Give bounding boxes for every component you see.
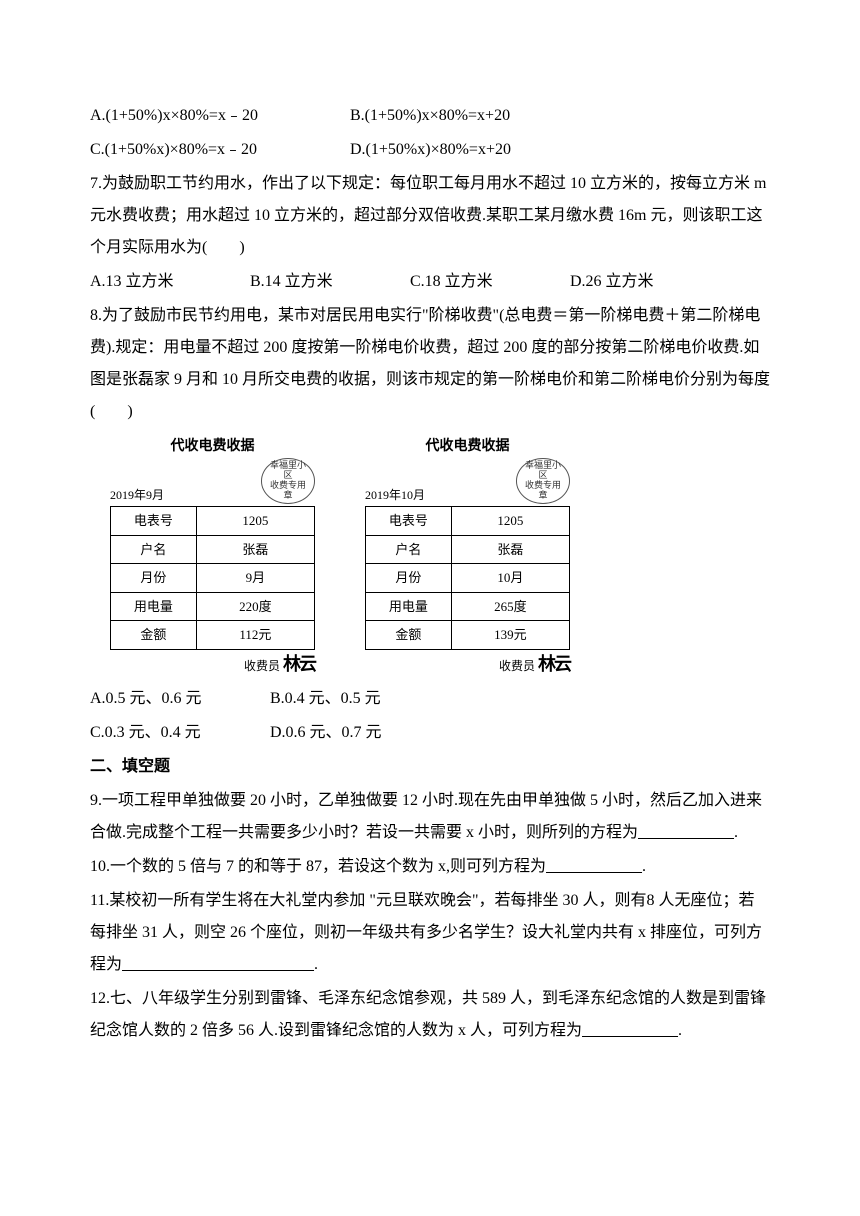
q6-options-row1: A.(1+50%)x×80%=x﹣20 B.(1+50%)x×80%=x+20 bbox=[90, 100, 770, 132]
q6-option-D: D.(1+50%x)×80%=x+20 bbox=[350, 134, 610, 166]
q8-options-row1: A.0.5 元、0.6 元 B.0.4 元、0.5 元 bbox=[90, 683, 770, 715]
signature: 林云 bbox=[283, 654, 315, 674]
signature: 林云 bbox=[538, 654, 570, 674]
q6-options-row2: C.(1+50%x)×80%=x﹣20 D.(1+50%x)×80%=x+20 bbox=[90, 134, 770, 166]
table-row: 用电量265度 bbox=[366, 592, 570, 621]
q12: 12.七、八年级学生分别到雷锋、毛泽东纪念馆参观，共 589 人，到毛泽东纪念馆… bbox=[90, 983, 770, 1047]
q7-option-D: D.26 立方米 bbox=[570, 266, 730, 298]
q11: 11.某校初一所有学生将在大礼堂内参加 "元旦联欢晚会"，若每排坐 30 人，则… bbox=[90, 885, 770, 981]
blank bbox=[582, 1022, 678, 1039]
receipt-left-stamp: 幸福里小区 收费专用章 bbox=[261, 458, 315, 504]
receipt-right-header: 2019年10月 幸福里小区 收费专用章 bbox=[365, 458, 570, 504]
q8-option-C: C.0.3 元、0.4 元 bbox=[90, 717, 270, 749]
table-row: 电表号1205 bbox=[111, 506, 315, 535]
receipt-right: 代收电费收据 2019年10月 幸福里小区 收费专用章 电表号1205 户名张磊… bbox=[365, 434, 570, 677]
q10-text: 10.一个数的 5 倍与 7 的和等于 87，若设这个数为 x,则可列方程为 bbox=[90, 858, 546, 875]
table-row: 月份10月 bbox=[366, 564, 570, 593]
blank bbox=[546, 858, 642, 875]
table-row: 月份9月 bbox=[111, 564, 315, 593]
receipt-left: 代收电费收据 2019年9月 幸福里小区 收费专用章 电表号1205 户名张磊 … bbox=[110, 434, 315, 677]
q8-option-A: A.0.5 元、0.6 元 bbox=[90, 683, 270, 715]
q6-option-C: C.(1+50%x)×80%=x﹣20 bbox=[90, 134, 350, 166]
blank bbox=[122, 956, 314, 973]
blank bbox=[638, 824, 734, 841]
receipt-left-header: 2019年9月 幸福里小区 收费专用章 bbox=[110, 458, 315, 504]
receipt-right-collector: 收费员 林云 bbox=[365, 652, 570, 677]
receipt-right-table: 电表号1205 户名张磊 月份10月 用电量265度 金额139元 bbox=[365, 506, 570, 650]
q10: 10.一个数的 5 倍与 7 的和等于 87，若设这个数为 x,则可列方程为 . bbox=[90, 851, 770, 883]
q6-option-B: B.(1+50%)x×80%=x+20 bbox=[350, 100, 610, 132]
receipt-left-table: 电表号1205 户名张磊 月份9月 用电量220度 金额112元 bbox=[110, 506, 315, 650]
receipts-container: 代收电费收据 2019年9月 幸福里小区 收费专用章 电表号1205 户名张磊 … bbox=[110, 434, 770, 677]
receipt-right-title: 代收电费收据 bbox=[365, 434, 570, 456]
q7-text: 7.为鼓励职工节约用水，作出了以下规定：每位职工每月用水不超过 10 立方米的，… bbox=[90, 168, 770, 264]
q8-options-row2: C.0.3 元、0.4 元 D.0.6 元、0.7 元 bbox=[90, 717, 770, 749]
receipt-left-period: 2019年9月 bbox=[110, 487, 164, 504]
q8-option-B: B.0.4 元、0.5 元 bbox=[270, 683, 381, 715]
receipt-left-collector: 收费员 林云 bbox=[110, 652, 315, 677]
table-row: 户名张磊 bbox=[111, 535, 315, 564]
receipt-left-title: 代收电费收据 bbox=[110, 434, 315, 456]
q8-option-D: D.0.6 元、0.7 元 bbox=[270, 717, 382, 749]
q9: 9.一项工程甲单独做要 20 小时，乙单独做要 12 小时.现在先由甲单独做 5… bbox=[90, 785, 770, 849]
q6-option-A: A.(1+50%)x×80%=x﹣20 bbox=[90, 100, 350, 132]
table-row: 金额112元 bbox=[111, 621, 315, 650]
table-row: 电表号1205 bbox=[366, 506, 570, 535]
q7-option-A: A.13 立方米 bbox=[90, 266, 250, 298]
table-row: 户名张磊 bbox=[366, 535, 570, 564]
q7-option-C: C.18 立方米 bbox=[410, 266, 570, 298]
receipt-right-stamp: 幸福里小区 收费专用章 bbox=[516, 458, 570, 504]
table-row: 用电量220度 bbox=[111, 592, 315, 621]
q7-options: A.13 立方米 B.14 立方米 C.18 立方米 D.26 立方米 bbox=[90, 266, 770, 298]
section2-title: 二、填空题 bbox=[90, 751, 770, 783]
q7-option-B: B.14 立方米 bbox=[250, 266, 410, 298]
table-row: 金额139元 bbox=[366, 621, 570, 650]
q8-text: 8.为了鼓励市民节约用电，某市对居民用电实行"阶梯收费"(总电费＝第一阶梯电费＋… bbox=[90, 300, 770, 428]
receipt-right-period: 2019年10月 bbox=[365, 487, 425, 504]
